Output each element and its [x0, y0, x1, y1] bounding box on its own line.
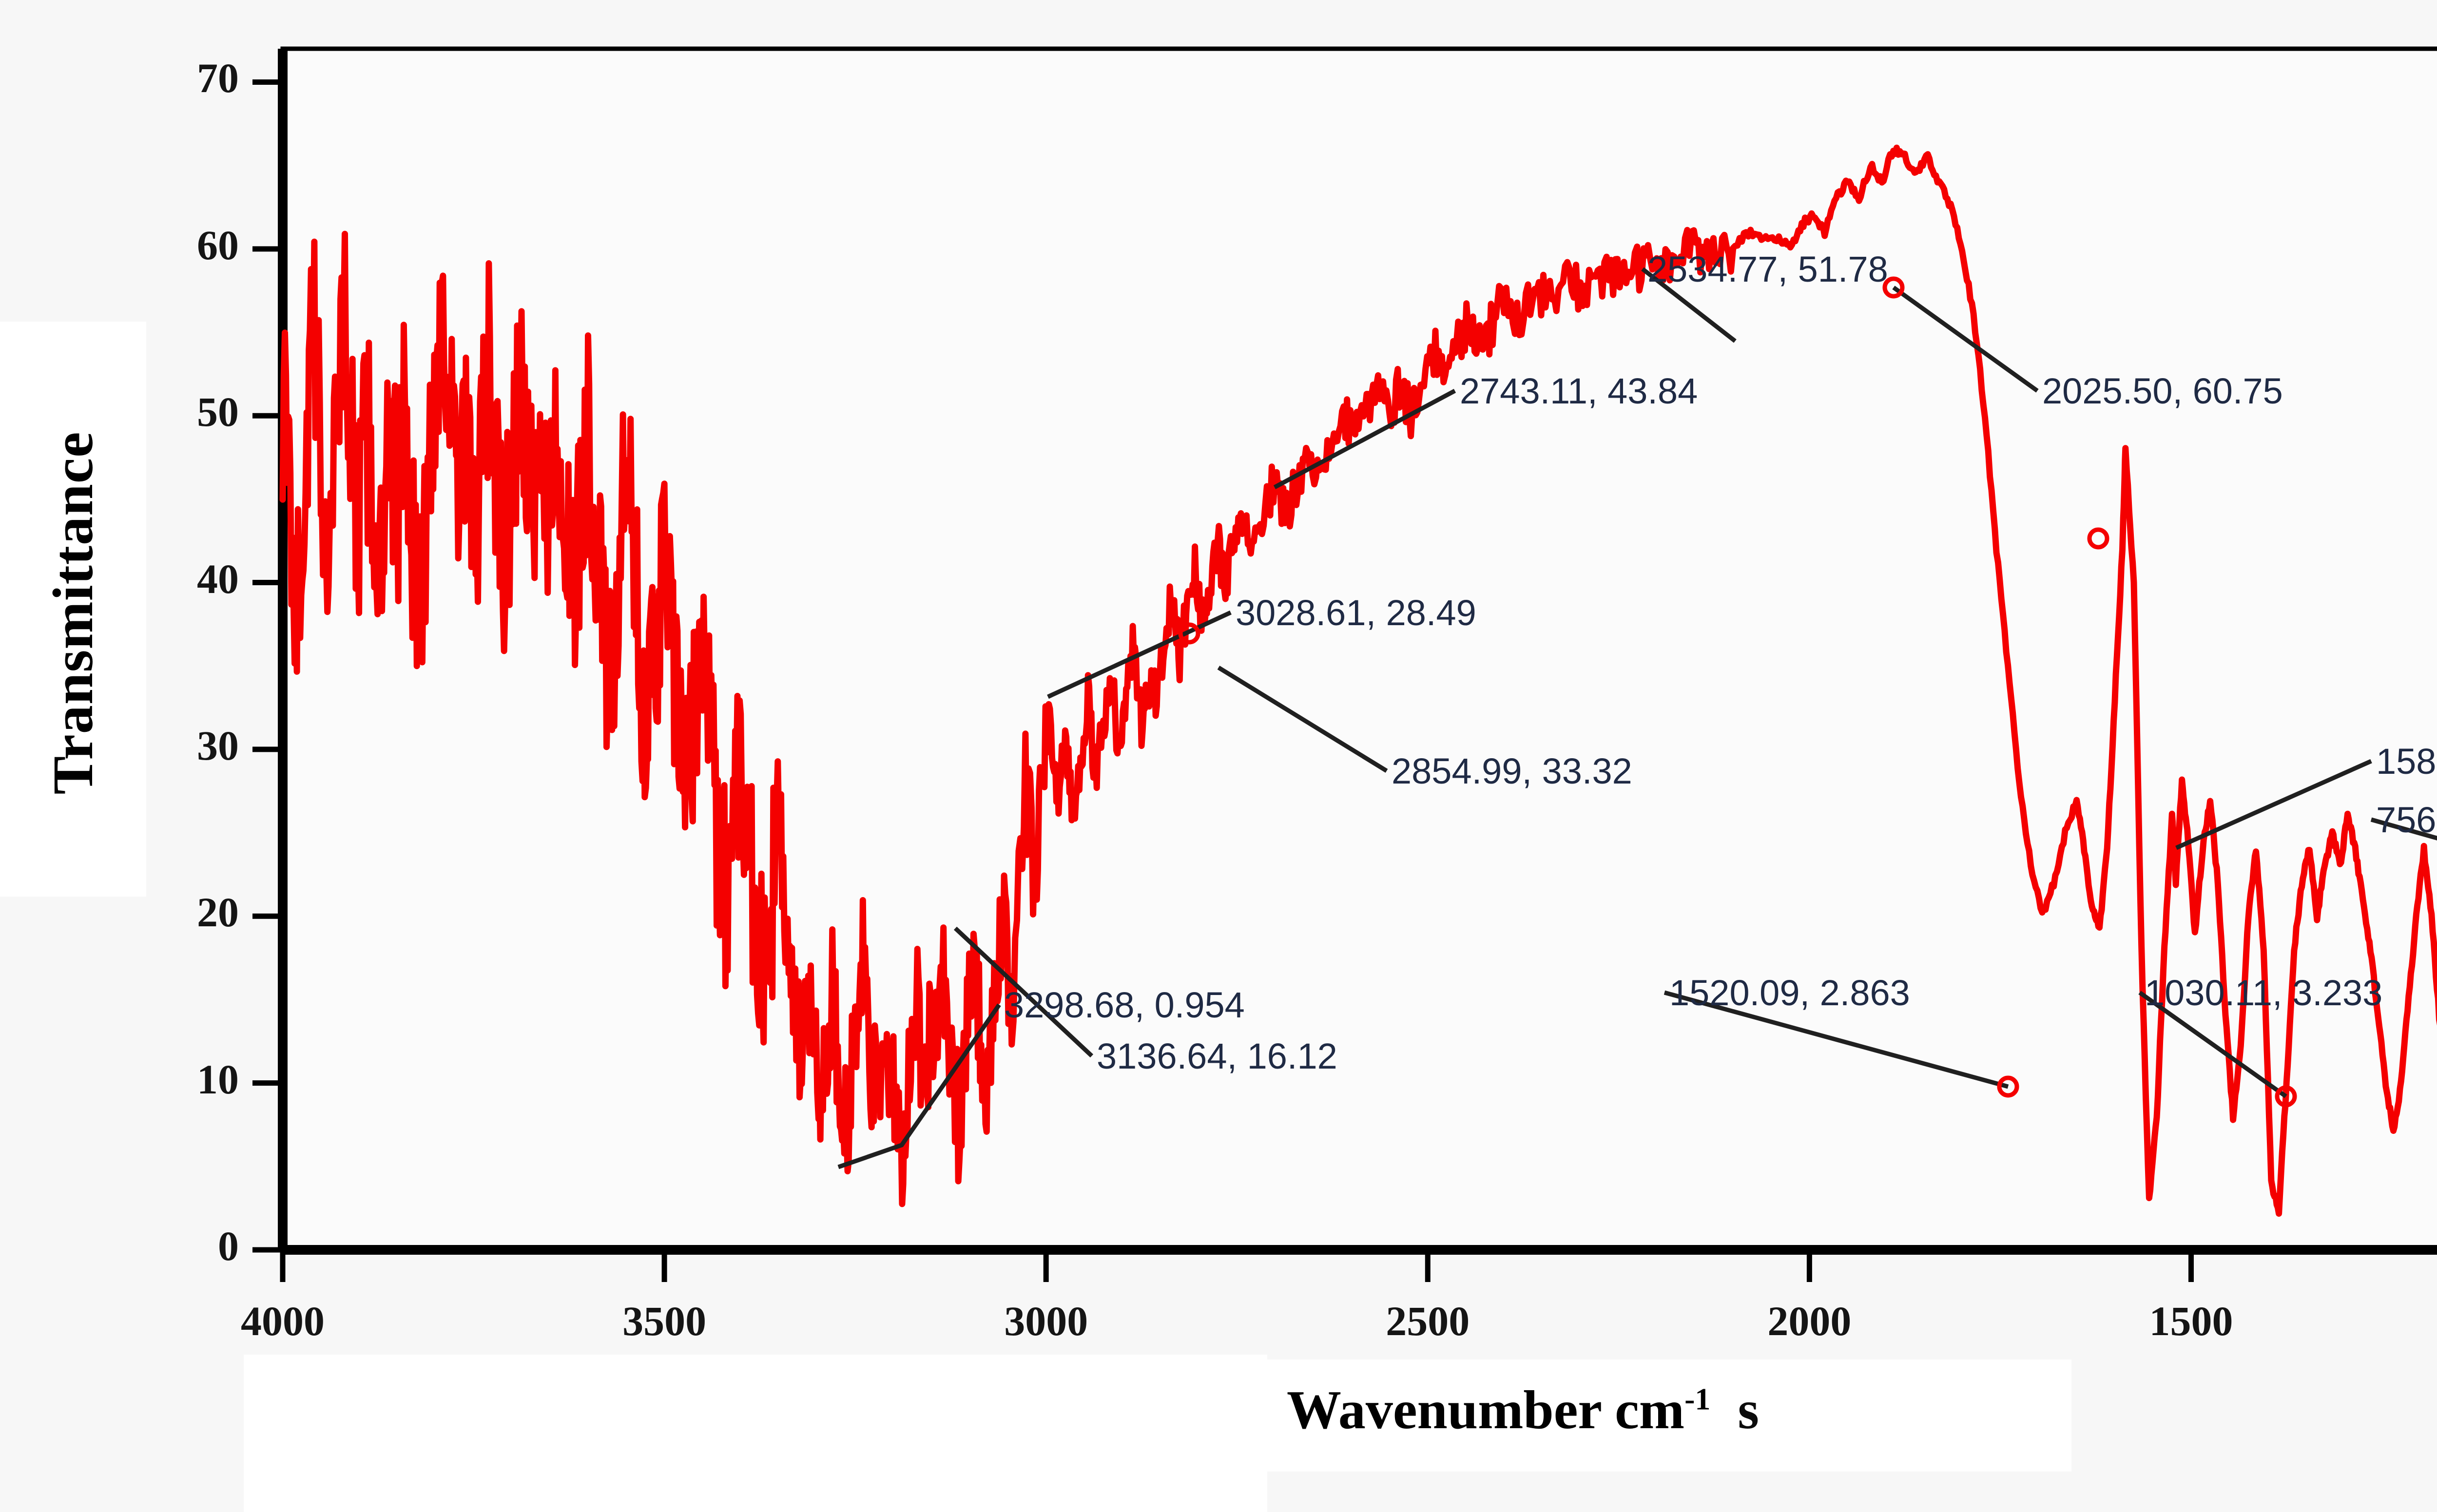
x-tick-label: 3500	[622, 1298, 707, 1344]
y-tick-label: 30	[197, 722, 239, 769]
annotation-leader-lines	[837, 267, 2437, 1169]
peak-annotation-label: 1520.09, 2.863	[1669, 973, 1910, 1013]
x-axis-title-exponent: -1	[1684, 1381, 1711, 1416]
y-tick-label: 70	[197, 55, 239, 102]
x-axis-title-text: Wavenumber cm	[1287, 1380, 1685, 1440]
x-tick-label: 3000	[1004, 1298, 1088, 1344]
peak-annotation-label: 1030.11, 3.233	[2145, 973, 2383, 1013]
peak-annotation-label: 756.19, 14	[2376, 800, 2437, 840]
y-tick-label: 10	[197, 1055, 239, 1103]
x-axis-title: Wavenumber cm-1 s	[1287, 1379, 1759, 1442]
peak-annotation-label: 2743.11, 43.84	[1460, 371, 1698, 411]
peak-annotation-label: 2534.77, 51.78	[1647, 249, 1888, 289]
peak-annotation-label: 3298.68, 0.954	[1004, 985, 1245, 1025]
x-axis-title-artifact: s	[1738, 1380, 1760, 1440]
x-tick-label: 2000	[1767, 1298, 1852, 1344]
x-tick-label: 4000	[241, 1298, 325, 1344]
y-tick-label: 50	[197, 388, 239, 436]
y-tick-label: 40	[197, 555, 239, 602]
paper-patch-bottom	[244, 1355, 1267, 1512]
paper-patch-left	[0, 322, 146, 897]
y-tick-label: 0	[218, 1223, 239, 1269]
paper-patch-title	[1267, 1359, 2071, 1472]
x-tick-label: 1500	[2149, 1298, 2233, 1344]
peak-annotation-label: 3028.61, 28.49	[1236, 593, 1476, 633]
peak-annotation-label: 2025.50, 60.75	[2042, 371, 2283, 411]
axis-ticks	[252, 79, 2194, 1282]
spectrum-curve	[279, 144, 2437, 1217]
peak-annotation-label: 2854.99, 33.32	[1392, 751, 1632, 791]
y-tick-label: 20	[197, 889, 239, 936]
y-tick-label: 60	[197, 221, 239, 268]
peak-annotation-label: 1585.68, 19.27	[2376, 741, 2437, 782]
annotation-peak-markers	[1178, 276, 2297, 1108]
peak-annotation-label: 3136.64, 16.12	[1097, 1036, 1337, 1076]
x-tick-label: 2500	[1386, 1298, 1470, 1344]
